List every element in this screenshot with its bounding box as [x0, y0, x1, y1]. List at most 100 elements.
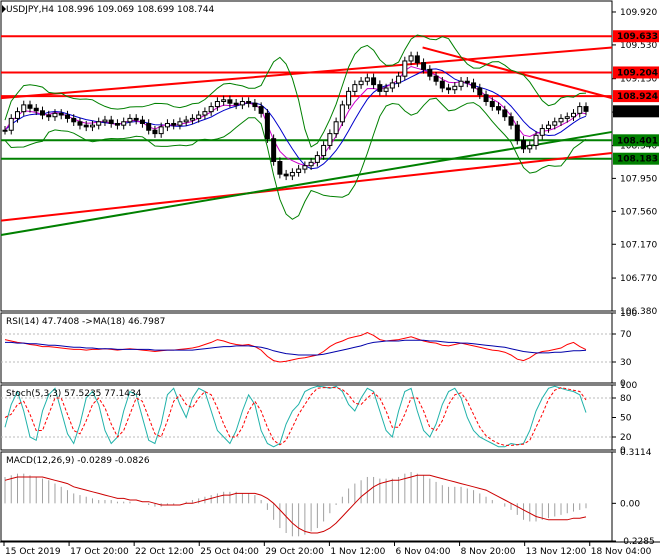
main-y-tick-label: 108.340 — [620, 141, 657, 151]
candle-body — [389, 82, 395, 89]
time-tick-label: 15 Oct 2019 — [5, 547, 61, 557]
main-y-tick-label: 107.950 — [620, 174, 657, 184]
price-tag — [613, 30, 659, 43]
price-tag-label: 108.744 — [617, 107, 658, 117]
stoch-y-tick-label: 20 — [620, 433, 632, 443]
candle-body — [289, 171, 295, 177]
time-tick-label: 13 Nov 12:00 — [526, 547, 587, 557]
price-tag — [613, 66, 659, 79]
price-tag-label: 109.633 — [617, 32, 658, 42]
stoch-y-tick-label: 50 — [620, 414, 632, 424]
candle-body — [427, 68, 433, 77]
candle-body — [239, 101, 245, 106]
candle-body — [583, 106, 589, 112]
time-tick-label: 18 Nov 04:00 — [591, 547, 652, 557]
candle-body — [252, 102, 258, 108]
candle-body — [152, 129, 158, 135]
candle-body — [296, 168, 302, 173]
candle-body — [558, 117, 564, 123]
candle-body — [414, 55, 420, 64]
candle-body — [83, 124, 89, 128]
main-y-tick-label: 107.170 — [620, 240, 657, 250]
time-tick-label: 25 Oct 04:00 — [200, 547, 259, 557]
rsi-ma-line — [5, 339, 587, 356]
candle-body — [58, 112, 64, 116]
candle-body — [577, 106, 583, 114]
candle-body — [521, 139, 527, 150]
candle-body — [208, 106, 214, 113]
macd-y-tick-label: -0.2285 — [620, 537, 655, 547]
candle-body — [33, 107, 39, 112]
rsi-y-tick-label: 0 — [620, 379, 626, 389]
candle-body — [52, 112, 58, 118]
candle-body — [189, 117, 195, 121]
bollinger-lower — [4, 97, 587, 220]
candle-body — [333, 121, 339, 135]
candle-body — [321, 144, 327, 157]
candle-body — [127, 117, 133, 123]
candle-body — [64, 114, 70, 119]
candle-body — [177, 121, 183, 126]
trendline — [0, 152, 613, 222]
candle-body — [458, 80, 464, 87]
candle-body — [364, 77, 370, 82]
candle-body — [264, 112, 270, 140]
moving-average-1 — [4, 68, 587, 170]
price-tag-label: 108.401 — [617, 136, 658, 146]
stoch-main-line — [4, 385, 587, 448]
price-tag-label: 109.204 — [617, 68, 658, 78]
candle-body — [527, 144, 533, 150]
price-tag-label: 108.183 — [617, 155, 658, 165]
candle-body — [164, 122, 170, 128]
candle-body — [402, 60, 408, 77]
candle-body — [96, 121, 102, 126]
stoch-y-tick-label: 80 — [620, 394, 632, 404]
main-y-tick-label: 109.530 — [620, 41, 657, 51]
rsi-y-tick-label: 100 — [620, 309, 637, 319]
candle-body — [471, 82, 477, 89]
candle-body — [514, 124, 520, 141]
candle-body — [508, 116, 514, 126]
price-tag — [613, 134, 659, 147]
candle-body — [258, 106, 264, 114]
macd-header: MACD(12,26,9) -0.0289 -0.0826 — [6, 456, 150, 466]
panel-frame-3 — [0, 451, 613, 542]
candle-body — [146, 122, 152, 131]
candle-body — [564, 116, 570, 119]
main-y-tick-label: 107.560 — [620, 207, 657, 217]
candle-body — [346, 90, 352, 106]
candle-body — [339, 104, 345, 123]
candle-body — [89, 124, 95, 128]
candle-body — [283, 173, 289, 177]
candle-body — [139, 119, 145, 124]
candle-body — [483, 94, 489, 103]
main-y-tick-label: 106.770 — [620, 274, 657, 284]
candle-body — [489, 101, 495, 108]
candle-body — [327, 133, 333, 146]
main-y-tick-label: 109.920 — [620, 8, 657, 18]
price-tag — [613, 90, 659, 103]
candle-body — [433, 75, 439, 82]
candle-body — [27, 104, 33, 109]
candle-body — [39, 110, 45, 116]
candle-body — [352, 84, 358, 92]
candle-body — [464, 80, 470, 84]
candle-body — [114, 122, 120, 126]
stoch-signal-line — [4, 387, 587, 446]
candle-body — [421, 62, 427, 70]
candle-body — [439, 80, 445, 89]
candle-body — [71, 117, 77, 123]
time-tick-label: 1 Nov 12:00 — [330, 547, 385, 557]
candle-body — [396, 75, 402, 84]
rsi-header: RSI(14) 47.7408 ->MA(18) 46.7987 — [6, 317, 165, 327]
candle-body — [371, 77, 377, 86]
trendline — [0, 130, 613, 236]
header-arrow-icon — [2, 5, 6, 13]
moving-average-2 — [4, 65, 587, 166]
candle-body — [571, 112, 577, 118]
candle-body — [214, 101, 220, 108]
stoch-header: Stoch(5,3,3) 57.5235 77.1434 — [6, 389, 142, 399]
bollinger-upper — [4, 34, 587, 148]
candle-body — [477, 87, 483, 96]
